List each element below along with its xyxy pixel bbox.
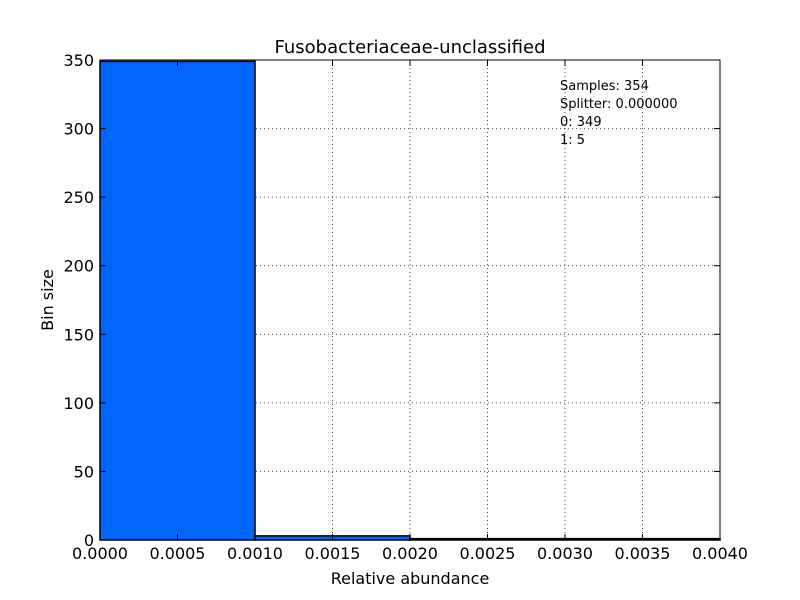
x-tick-label: 0.0015 — [305, 544, 361, 563]
x-tick-label: 0.0020 — [382, 544, 438, 563]
x-tick-label: 0.0035 — [615, 544, 671, 563]
y-tick-label: 50 — [74, 462, 94, 481]
x-axis-label: Relative abundance — [331, 569, 490, 588]
annotation-count-0: 0: 349 — [560, 115, 602, 130]
y-axis-label: Bin size — [38, 269, 57, 331]
annotation-samples: Samples: 354 — [560, 79, 649, 94]
y-tick-label: 200 — [63, 257, 94, 276]
annotation-box: Samples: 354 Splitter: 0.000000 0: 349 1… — [560, 79, 678, 148]
histogram-bar — [99, 60, 256, 541]
x-tick-label: 0.0030 — [537, 544, 593, 563]
chart-title: Fusobacteriaceae-unclassified — [275, 37, 546, 58]
y-tick-label: 150 — [63, 325, 94, 344]
y-tick-label: 0 — [84, 531, 94, 550]
x-tick-label: 0.0000 — [72, 544, 128, 563]
x-tick-label: 0.0025 — [460, 544, 516, 563]
x-tick-label: 0.0010 — [227, 544, 283, 563]
y-tick-label: 100 — [63, 394, 94, 413]
y-axis-ticks: 0 50 100 150 200 250 300 350 — [63, 51, 720, 550]
x-tick-label: 0.0040 — [692, 544, 748, 563]
annotation-count-1: 1: 5 — [560, 133, 585, 148]
annotation-splitter: Splitter: 0.000000 — [560, 97, 678, 112]
y-tick-label: 300 — [63, 120, 94, 139]
y-tick-label: 350 — [63, 51, 94, 70]
x-tick-label: 0.0005 — [150, 544, 206, 563]
x-axis-ticks: 0.0000 0.0005 0.0010 0.0015 0.0020 0.0025 0.00… — [72, 60, 748, 563]
y-tick-label: 250 — [63, 188, 94, 207]
